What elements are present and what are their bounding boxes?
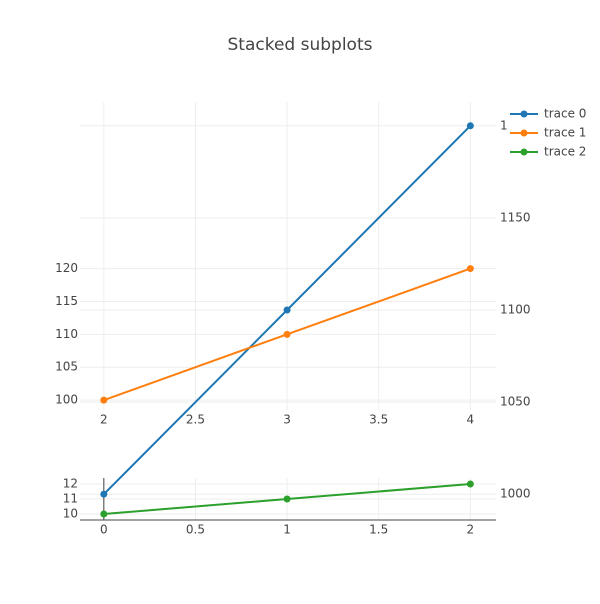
x-tick-label: 2: [100, 413, 108, 427]
y-tick-label: 120: [55, 261, 78, 275]
legend-label: trace 0: [544, 107, 586, 121]
y-tick-label: 100: [55, 393, 78, 407]
x-tick-label: 1: [283, 523, 291, 537]
legend-marker: [520, 148, 528, 156]
point: [466, 480, 474, 488]
point: [466, 122, 474, 130]
y-tick-label: 10: [63, 507, 78, 521]
y-tick-label: 115: [55, 294, 78, 308]
y-tick-label: 110: [55, 327, 78, 341]
point: [100, 396, 108, 404]
point: [100, 490, 108, 498]
point: [100, 510, 108, 518]
legend-label: trace 2: [544, 145, 586, 159]
point: [283, 495, 291, 503]
legend-marker: [520, 110, 528, 118]
y-tick-label: 1100: [500, 303, 531, 317]
legend-label: trace 1: [544, 126, 586, 140]
x-tick-label: 1.5: [369, 523, 388, 537]
x-tick-label: 2.5: [186, 413, 205, 427]
y-tick-label: 1: [500, 118, 508, 132]
x-tick-label: 0.5: [186, 523, 205, 537]
x-tick-label: 4: [467, 413, 475, 427]
y-tick-label: 1150: [500, 210, 531, 224]
y-tick-label: 12: [63, 477, 78, 491]
x-tick-label: 0: [100, 523, 108, 537]
chart-title: Stacked subplots: [228, 35, 373, 55]
x-tick-label: 3: [283, 413, 291, 427]
y-tick-label: 105: [55, 360, 78, 374]
y-tick-label: 1000: [500, 487, 531, 501]
legend-marker: [520, 129, 528, 137]
x-tick-label: 3.5: [369, 413, 388, 427]
y-tick-label: 1050: [500, 395, 531, 409]
y-tick-label: 11: [63, 492, 78, 506]
point: [283, 330, 291, 338]
point: [283, 306, 291, 314]
x-tick-label: 2: [467, 523, 475, 537]
point: [466, 265, 474, 273]
